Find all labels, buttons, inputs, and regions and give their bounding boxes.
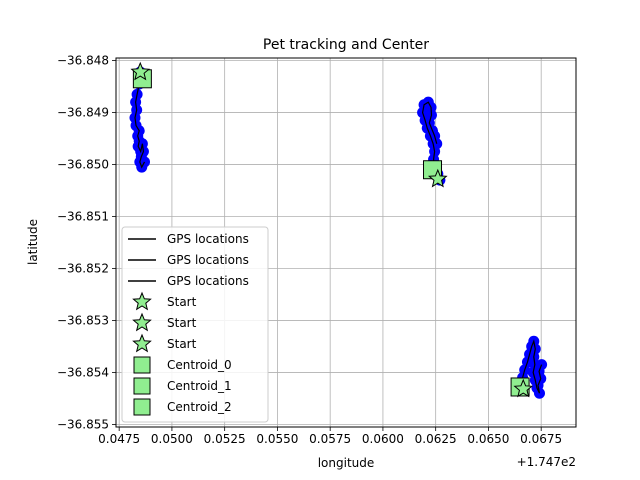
track-group-2 [510,335,548,399]
track-group-0 [129,61,152,173]
legend-label: GPS locations [167,274,249,288]
legend-box [121,226,269,423]
data-layer [129,61,548,399]
legend-label: GPS locations [167,253,249,267]
x-tick-label: 0.0575 [309,432,351,446]
start-marker [513,378,534,398]
x-tick-label: 0.0500 [151,432,193,446]
y-tick-label: −36.853 [57,313,109,327]
x-axis-label: longitude [318,456,375,470]
chart-title: Pet tracking and Center [263,37,429,53]
x-tick-label: 0.0475 [98,432,140,446]
legend: GPS locations GPS locations GPS locations S… [121,226,269,423]
legend-label: Centroid_0 [167,358,232,372]
legend-label: Start [167,295,197,309]
y-axis-ticks: −36.848 −36.849 −36.850 −36.851 −36.852 −36.8… [57,54,116,431]
legend-star-swatch [132,312,152,332]
x-tick-label: 0.0600 [362,432,404,446]
gps-track-line [134,71,146,169]
legend-label: GPS locations [167,232,249,246]
x-tick-label: 0.0625 [415,432,457,446]
grid-lines [116,58,576,427]
y-tick-label: −36.855 [57,417,109,431]
x-axis-ticks: 0.0475 0.0500 0.0525 0.0550 0.0575 0.0600 0.06… [98,427,562,446]
start-marker [130,61,151,81]
x-tick-label: 0.0675 [520,432,562,446]
start-marker [427,168,448,188]
x-axis-offset-label: +1.747e2 [517,455,576,469]
x-tick-label: 0.0650 [467,432,509,446]
y-axis-label: latitude [26,219,40,265]
x-tick-label: 0.0550 [256,432,298,446]
legend-label: Start [167,337,197,351]
gps-track-line [519,339,543,394]
legend-square-swatch [133,356,151,374]
track-group-1 [417,96,448,188]
legend-square-swatch [133,377,151,395]
plot-frame [115,57,577,428]
y-tick-label: −36.851 [57,210,109,224]
y-tick-label: −36.852 [57,261,109,275]
x-tick-label: 0.0525 [204,432,246,446]
legend-label: Start [167,316,197,330]
legend-star-swatch [132,333,152,353]
legend-star-swatch [132,291,152,311]
legend-label: Centroid_2 [167,400,232,414]
y-tick-label: −36.850 [57,158,109,172]
legend-label: Centroid_1 [167,379,232,393]
y-tick-label: −36.848 [57,54,109,68]
legend-square-swatch [133,398,151,416]
y-tick-label: −36.849 [57,106,109,120]
y-tick-label: −36.854 [57,365,109,379]
